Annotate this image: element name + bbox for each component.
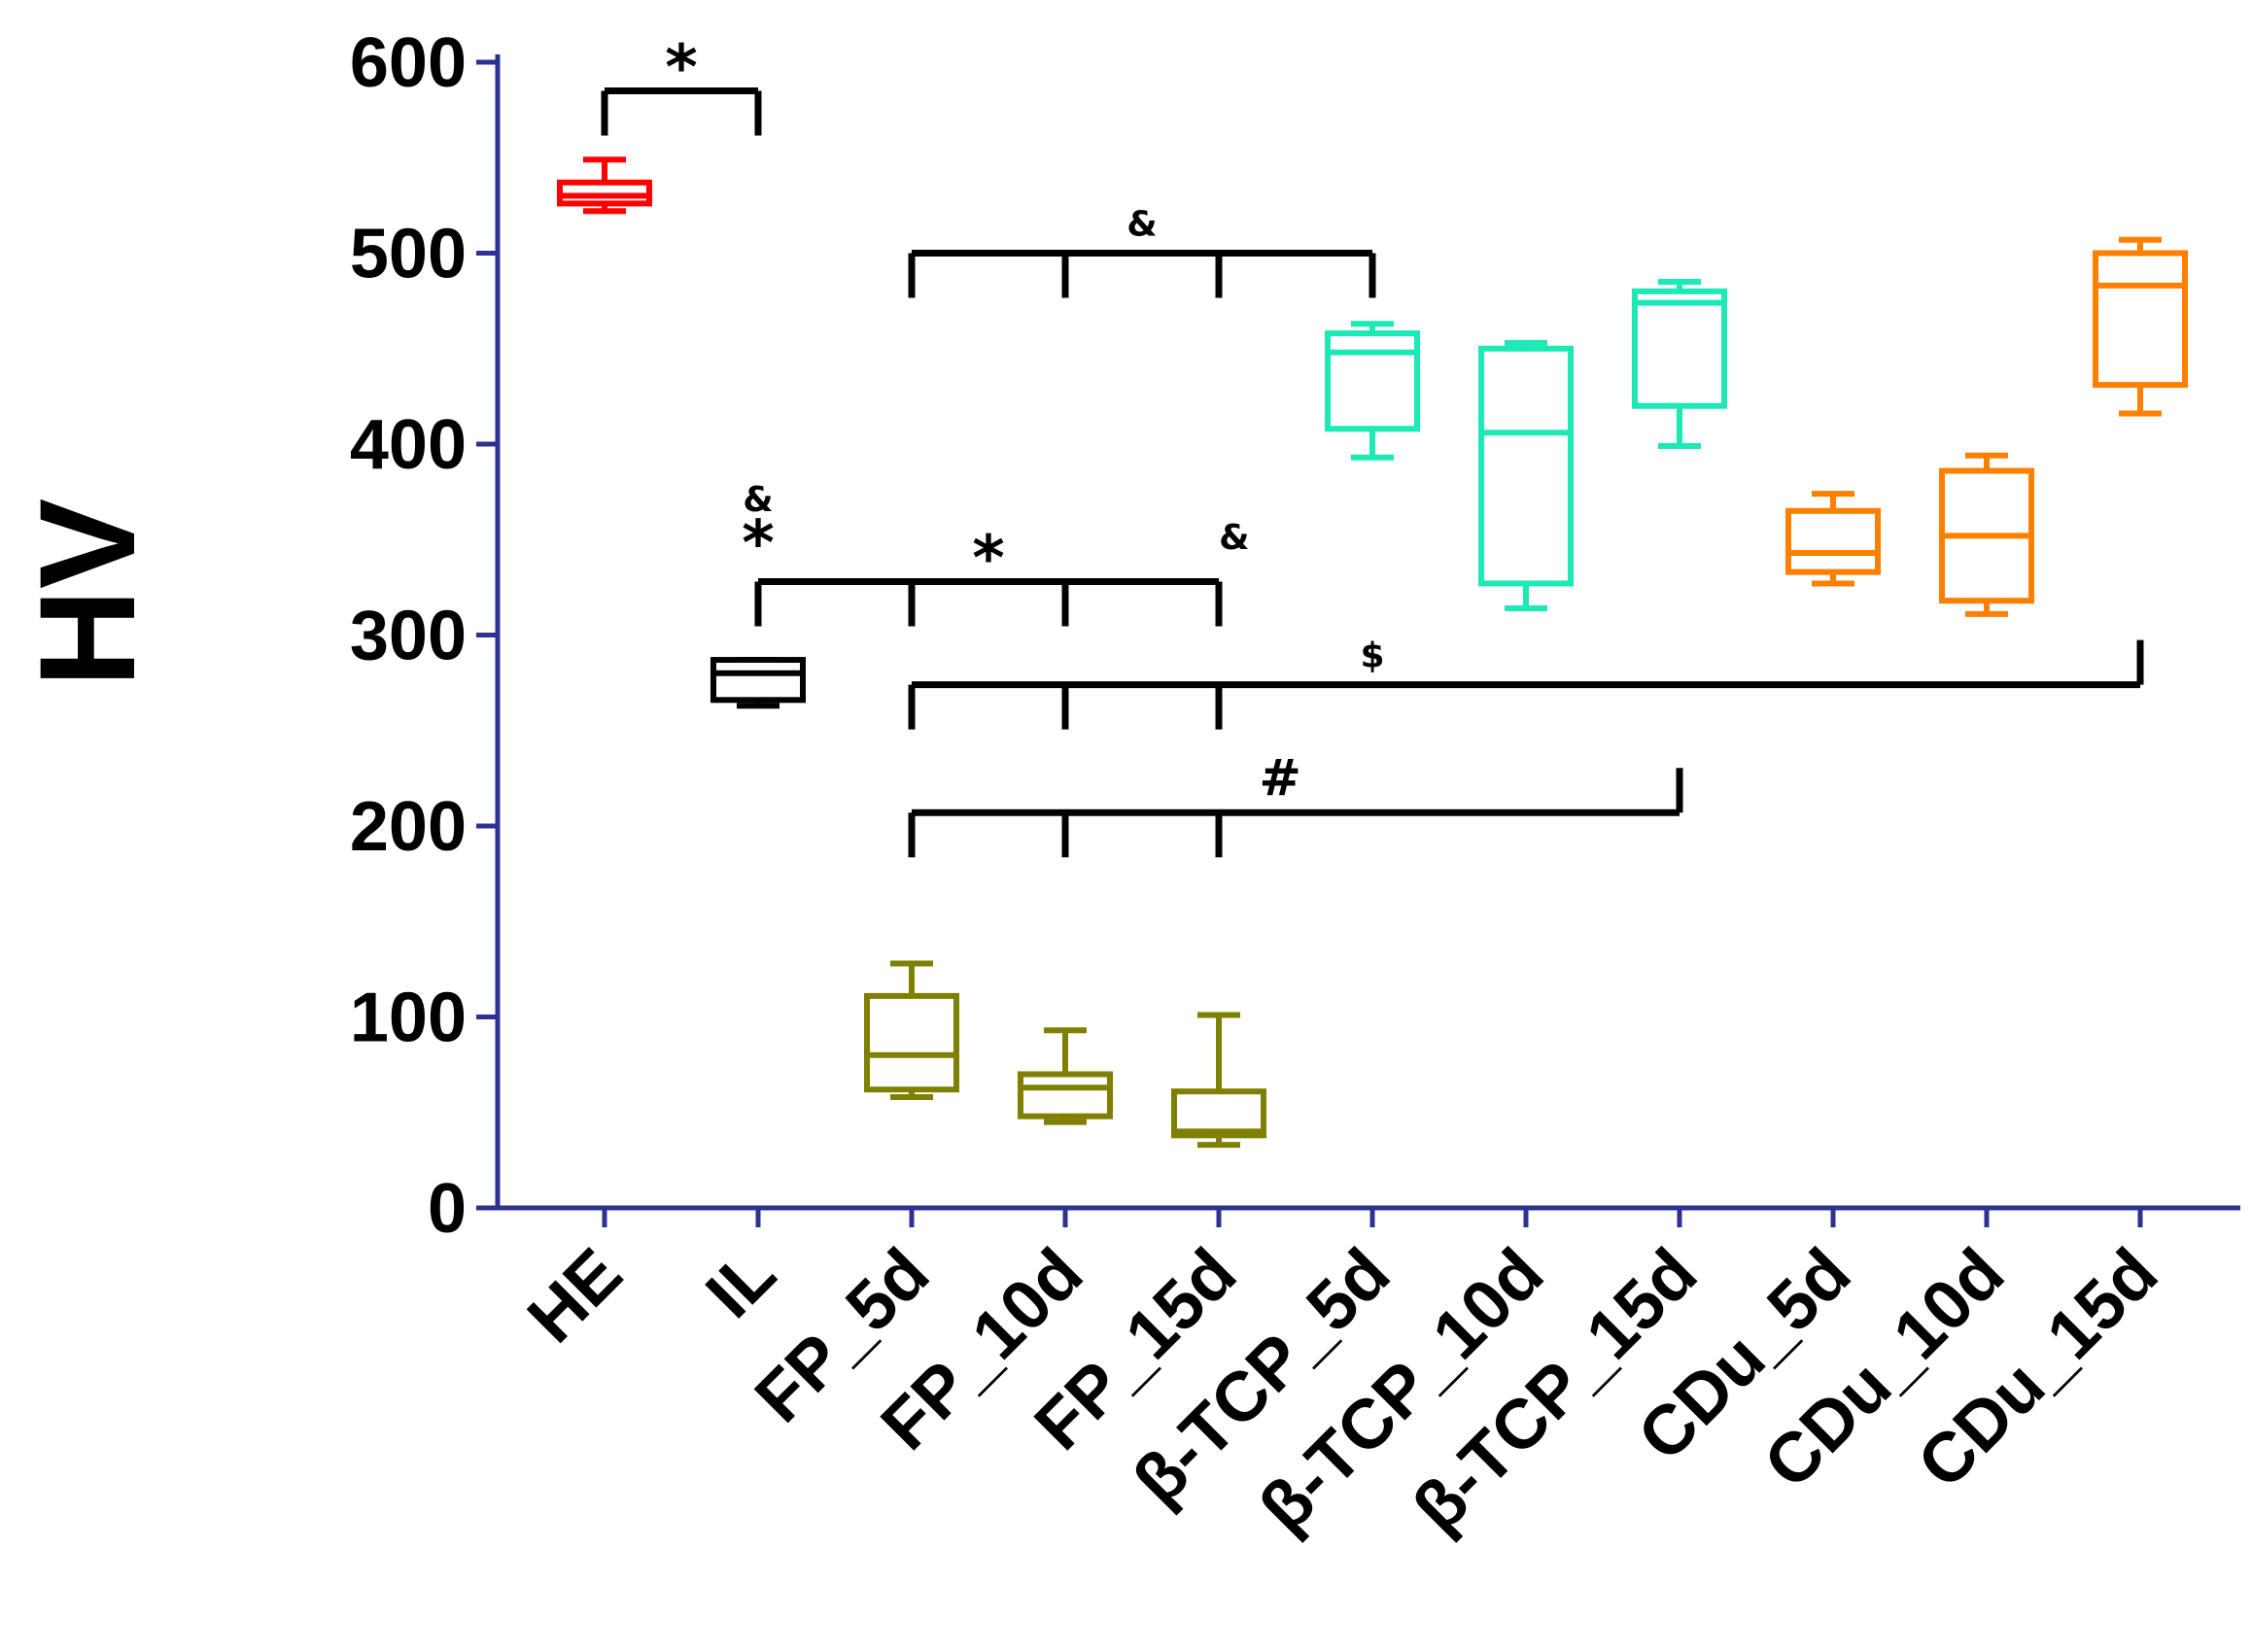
y-tick-label: 400 bbox=[350, 406, 467, 484]
y-tick-label: 300 bbox=[350, 598, 467, 675]
y-tick-label: 200 bbox=[350, 788, 467, 866]
box-4 bbox=[1171, 1012, 1266, 1149]
y-axis-label: HV bbox=[11, 499, 163, 687]
significance-brackets: *&*$#&* & bbox=[601, 32, 2144, 858]
axes: 0 100 200 300 400 500 600 bbox=[350, 24, 2240, 1248]
x-axis-labels: HE ILFP_5dFP_10dFP_15dβ-TCP_5dβ-TCP_10dβ-… bbox=[513, 1234, 2172, 1547]
box-3 bbox=[1018, 1027, 1113, 1125]
iqr-box bbox=[864, 992, 959, 1093]
box-6 bbox=[1478, 339, 1574, 611]
boxes bbox=[557, 156, 2188, 1149]
bracket-3 bbox=[908, 639, 2144, 730]
box-7 bbox=[1632, 278, 1727, 449]
box-1 bbox=[710, 657, 806, 709]
iqr-box bbox=[1478, 345, 1574, 587]
x-tick-label: IL bbox=[692, 1234, 791, 1333]
significance-mark: & bbox=[1219, 518, 1249, 558]
box-0 bbox=[557, 156, 652, 215]
bracket-0 bbox=[601, 86, 762, 136]
x-tick-label: HE bbox=[513, 1234, 637, 1358]
significance-label: # bbox=[1259, 749, 1301, 808]
significance-label: $ bbox=[1360, 637, 1384, 676]
box-2 bbox=[864, 960, 959, 1101]
significance-mark: * bbox=[742, 508, 774, 580]
iqr-box bbox=[1171, 1088, 1266, 1139]
bracket-4 bbox=[908, 768, 1683, 858]
significance-label: * bbox=[665, 32, 697, 104]
iqr-box bbox=[1018, 1071, 1113, 1119]
box-10 bbox=[2093, 236, 2188, 417]
bracket-1 bbox=[908, 250, 1376, 298]
significance-mark: & bbox=[743, 480, 773, 520]
significance-label: & bbox=[1126, 205, 1157, 245]
iqr-box bbox=[2093, 250, 2188, 389]
box-9 bbox=[1939, 452, 2034, 617]
iqr-box bbox=[1785, 507, 1881, 575]
box-5 bbox=[1325, 321, 1420, 461]
iqr-box bbox=[710, 657, 806, 704]
y-tick-label: 0 bbox=[428, 1170, 467, 1248]
iqr-box bbox=[1632, 288, 1727, 409]
y-tick-label: 500 bbox=[350, 216, 467, 293]
y-tick-label: 100 bbox=[350, 980, 467, 1057]
iqr-box bbox=[1325, 330, 1420, 432]
bracket-2 bbox=[754, 577, 1223, 627]
y-tick-label: 600 bbox=[350, 24, 467, 102]
box-8 bbox=[1785, 491, 1881, 587]
significance-label: * bbox=[972, 523, 1004, 595]
